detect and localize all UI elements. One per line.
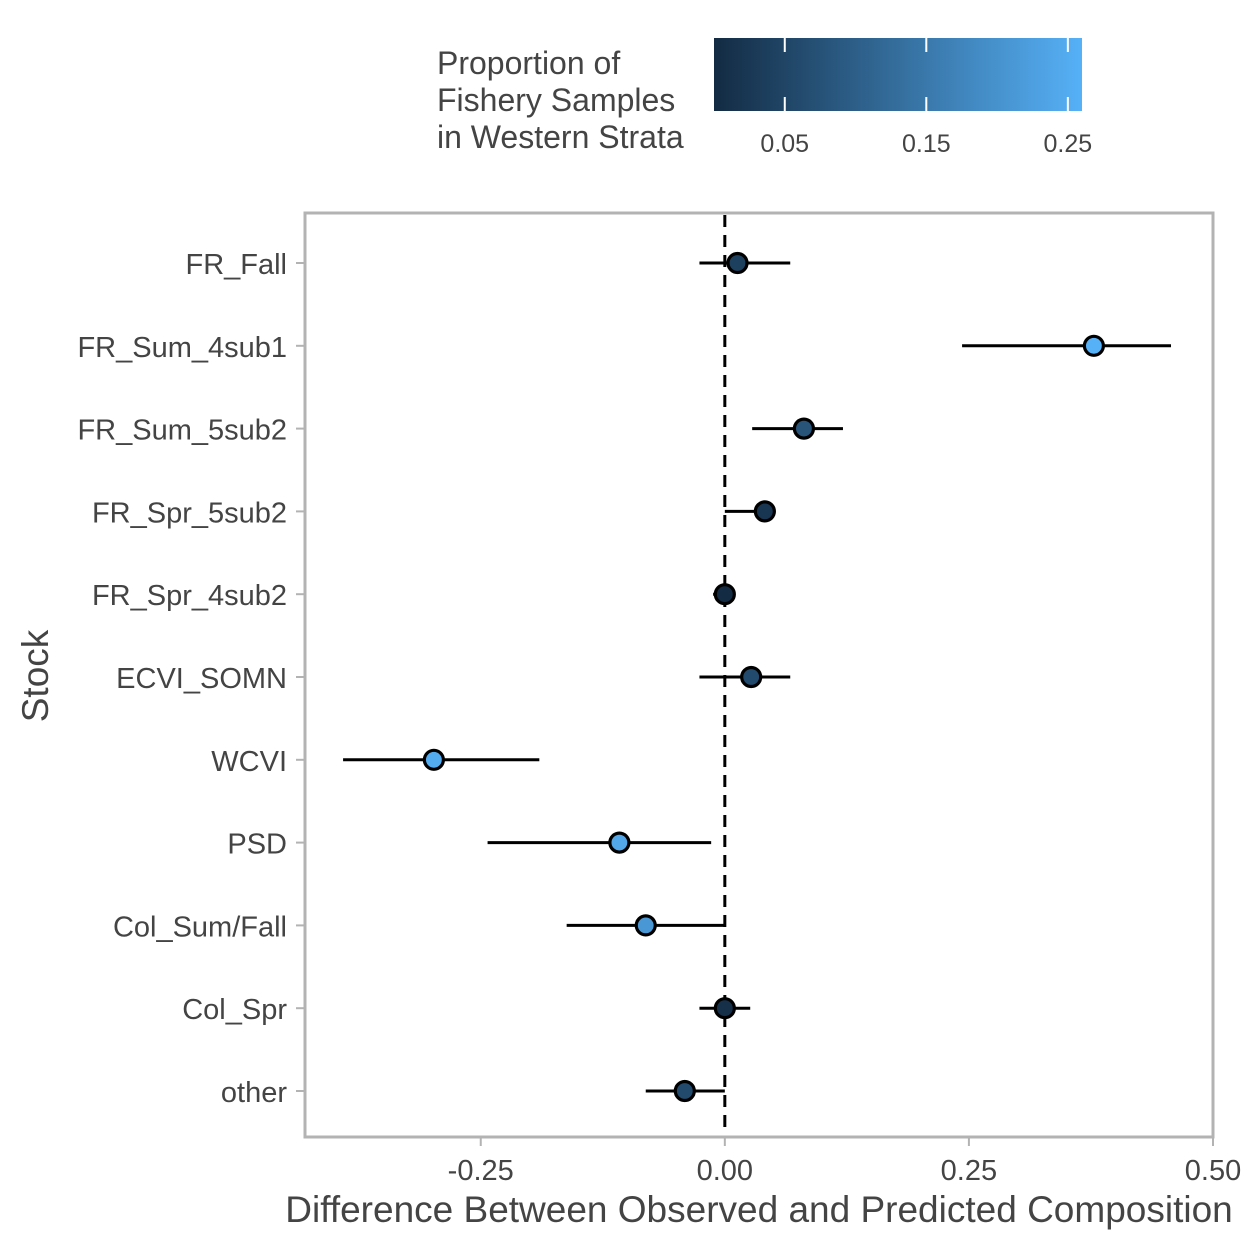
y-tick-label: FR_Spr_4sub2 — [92, 580, 287, 612]
data-point — [753, 500, 776, 523]
data-point — [740, 665, 763, 689]
y-tick-label: FR_Sum_4sub1 — [77, 332, 287, 364]
x-tick-label: 0.00 — [697, 1155, 753, 1187]
legend-title-line-2: Fishery Samples — [437, 82, 675, 118]
y-tick-label: PSD — [227, 829, 287, 861]
y-tick-label: Col_Spr — [182, 994, 287, 1026]
data-point — [608, 831, 631, 854]
legend-tick-label: 0.25 — [1044, 130, 1093, 158]
y-tick-label: other — [221, 1077, 287, 1109]
x-tick-label: 0.50 — [1185, 1155, 1241, 1187]
legend: Proportion of Fishery Samples in Western… — [437, 38, 1092, 158]
data-point — [726, 251, 749, 275]
y-axis: FR_Fall FR_Sum_4sub1 FR_Sum_5sub2 FR_Spr_5s… — [77, 249, 305, 1109]
x-tick-label: 0.25 — [941, 1155, 997, 1187]
y-tick-label: WCVI — [211, 746, 287, 778]
legend-title-line-3: in Western Strata — [437, 119, 684, 155]
legend-ticks: 0.05 0.15 0.25 — [760, 38, 1092, 158]
data-point — [1082, 334, 1105, 357]
plot-marks — [343, 251, 1172, 1103]
data-point — [792, 417, 816, 440]
y-tick-label: FR_Spr_5sub2 — [92, 497, 287, 529]
y-tick-label: ECVI_SOMN — [116, 663, 287, 695]
legend-tick-label: 0.15 — [902, 130, 951, 158]
plot-panel-border — [303, 211, 1215, 1139]
data-point — [634, 914, 657, 937]
y-tick-label: Col_Sum/Fall — [113, 911, 287, 943]
legend-tick-label: 0.05 — [760, 130, 809, 158]
y-axis-title: Stock — [15, 629, 56, 722]
data-point — [422, 748, 445, 771]
x-axis-title: Difference Between Observed and Predicte… — [285, 1189, 1232, 1230]
legend-title-line-1: Proportion of — [437, 45, 620, 81]
legend-colorbar — [714, 38, 1082, 111]
y-tick-label: FR_Sum_5sub2 — [77, 415, 287, 447]
x-axis: -0.25 0.00 0.25 0.50 — [448, 1137, 1241, 1187]
data-point — [673, 1079, 696, 1103]
data-point — [713, 583, 736, 606]
y-tick-label: FR_Fall — [185, 249, 287, 281]
x-tick-label: -0.25 — [448, 1155, 514, 1187]
data-point — [713, 997, 736, 1020]
